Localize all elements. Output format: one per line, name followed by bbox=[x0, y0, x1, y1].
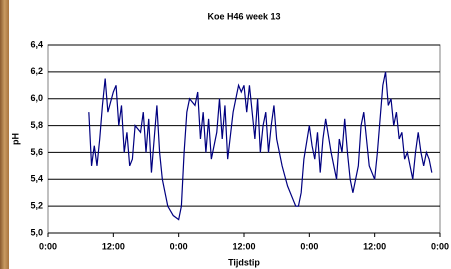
y-tick-label: 5,2 bbox=[30, 201, 43, 211]
x-tick-label: 12:00 bbox=[232, 241, 255, 251]
y-tick-label: 5,4 bbox=[30, 174, 43, 184]
y-tick-label: 6,2 bbox=[30, 66, 43, 76]
y-tick-label: 5,6 bbox=[30, 147, 43, 157]
x-tick-label: 12:00 bbox=[363, 241, 386, 251]
x-tick-label: 0:00 bbox=[170, 241, 188, 251]
y-tick-label: 5,8 bbox=[30, 120, 43, 130]
x-tick-label: 0:00 bbox=[300, 241, 318, 251]
plot-area bbox=[48, 45, 440, 233]
y-tick-label: 6,4 bbox=[30, 39, 43, 49]
y-tick-label: 6,0 bbox=[30, 93, 43, 103]
chart-title: Koe H46 week 13 bbox=[207, 11, 280, 21]
y-axis-label: pH bbox=[10, 133, 20, 145]
chart: Koe H46 week 13 Tijdstip pH 5,0 5,2 5,4 5,6… bbox=[0, 0, 451, 269]
y-tick-label: 5,0 bbox=[30, 227, 43, 237]
x-tick-label: 0:00 bbox=[431, 241, 449, 251]
x-tick-label: 0:00 bbox=[39, 241, 57, 251]
x-axis-label: Tijdstip bbox=[228, 257, 260, 267]
x-tick-label: 12:00 bbox=[102, 241, 125, 251]
wood-strip bbox=[0, 0, 9, 269]
